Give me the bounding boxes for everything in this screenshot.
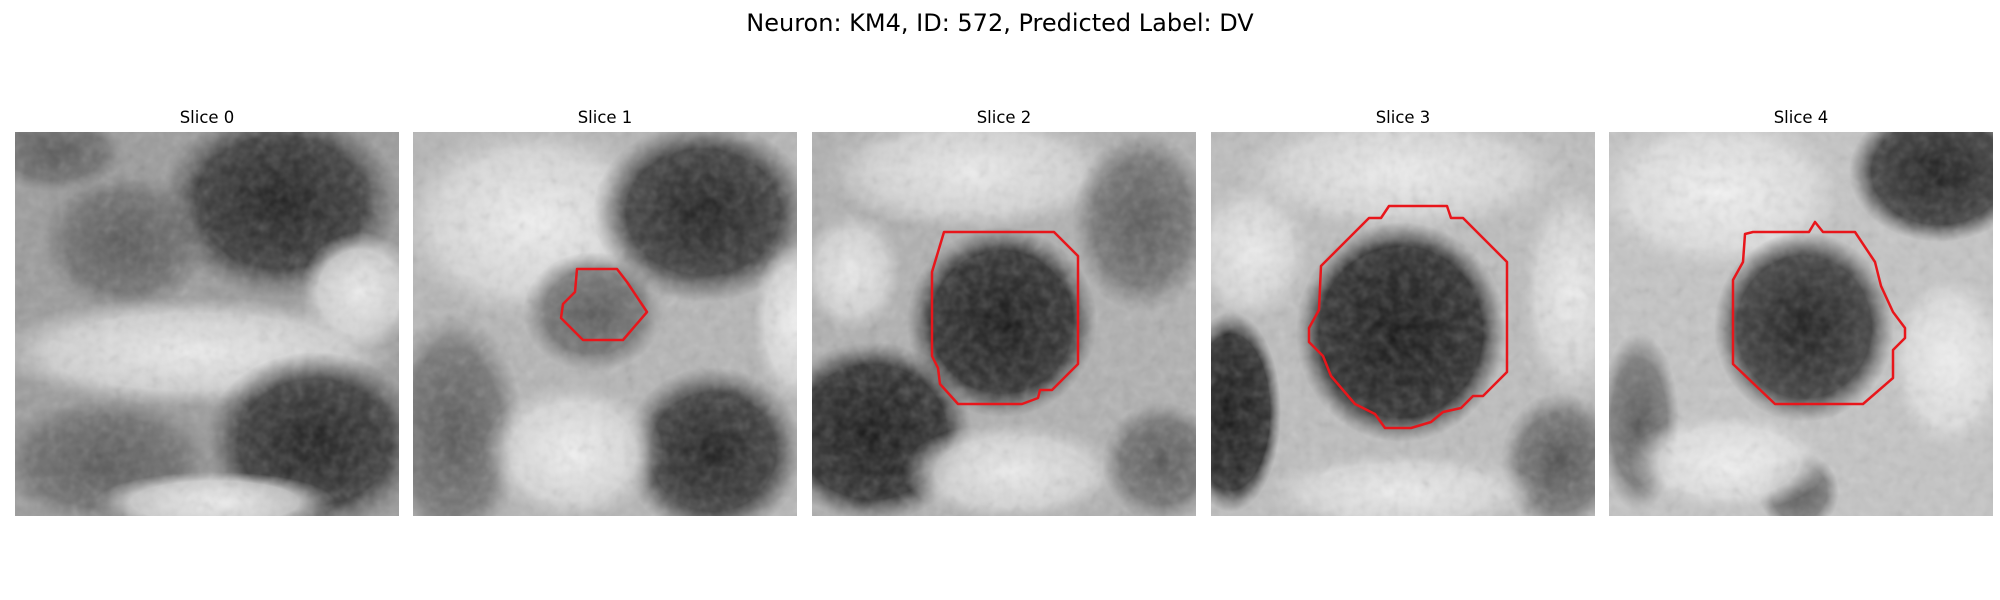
panel-slice-2: Slice 2: [812, 104, 1196, 516]
slice-image-4: [1609, 132, 1993, 516]
slice-image-0: [15, 132, 399, 516]
panel-title: Slice 2: [976, 108, 1032, 127]
panel-slice-0: Slice 0: [15, 104, 399, 516]
slice-image-2: [812, 132, 1196, 516]
panel-title: Slice 1: [577, 108, 633, 127]
contour-outline: [559, 267, 649, 342]
slice-image-3: [1211, 132, 1595, 516]
slice-image-1: [413, 132, 797, 516]
panel-slice-4: Slice 4: [1609, 104, 1993, 516]
panel-title: Slice 0: [179, 108, 235, 127]
contour-outline: [1307, 204, 1509, 430]
contour-outline: [930, 230, 1080, 406]
panel-slice-1: Slice 1: [413, 104, 797, 516]
contour-outline: [1731, 220, 1907, 406]
panel-title: Slice 3: [1375, 108, 1431, 127]
panel-slice-3: Slice 3: [1211, 104, 1595, 516]
figure-title: Neuron: KM4, ID: 572, Predicted Label: D…: [746, 9, 1254, 37]
panel-title: Slice 4: [1773, 108, 1829, 127]
